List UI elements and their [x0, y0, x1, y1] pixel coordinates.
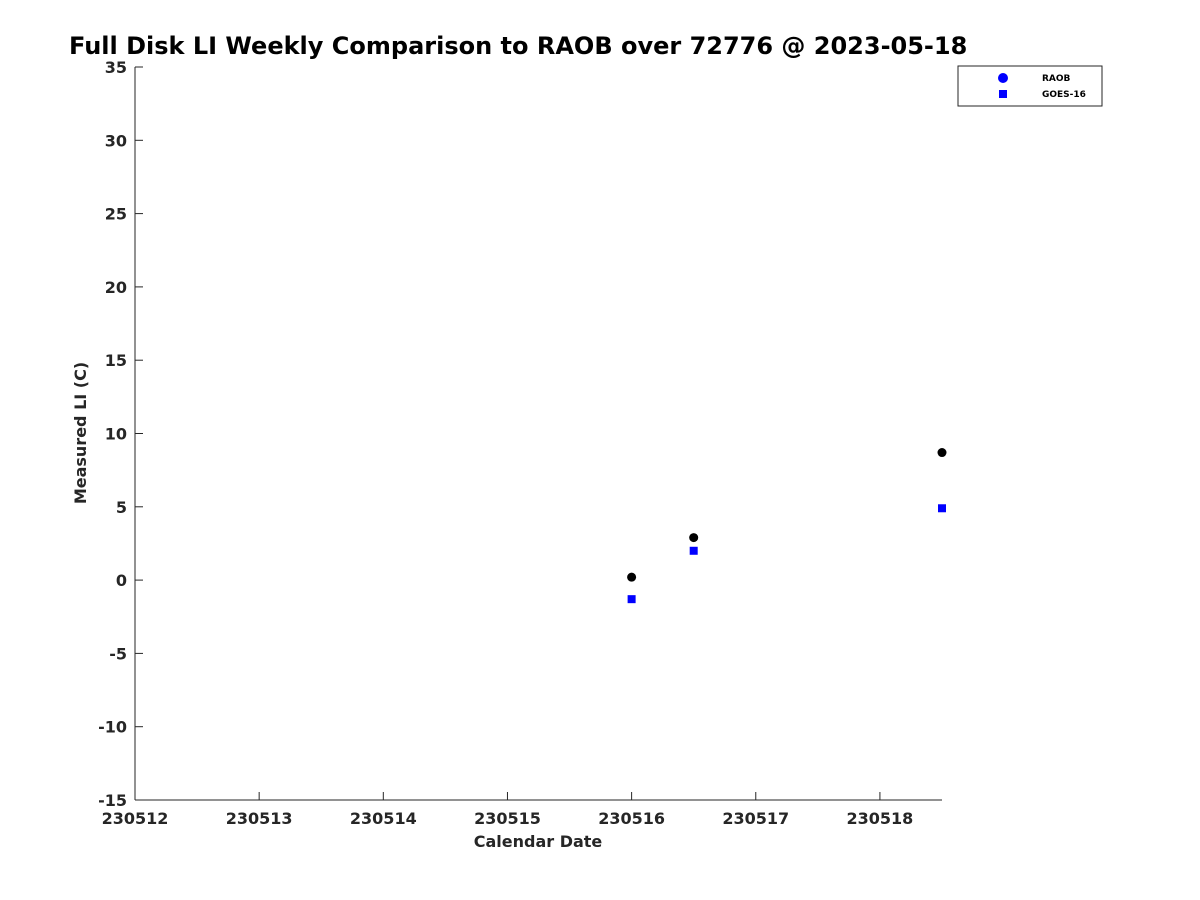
y-tick-label: 35: [105, 58, 127, 77]
y-tick-label: -10: [98, 718, 127, 737]
legend-label-raob: RAOB: [1042, 74, 1071, 84]
y-tick-label: 10: [105, 425, 127, 444]
y-tick-label: 30: [105, 131, 127, 150]
y-axis-label: Measured LI (C): [71, 362, 90, 504]
legend: RAOB GOES-16: [957, 65, 1103, 107]
point-goes16: [627, 595, 636, 604]
x-tick-label: 230514: [350, 809, 417, 828]
y-tick-label: -15: [98, 791, 127, 810]
point-raob: [937, 448, 947, 458]
data-markers: [627, 448, 947, 604]
legend-box: [957, 65, 1103, 107]
legend-label-goes16: GOES-16: [1042, 90, 1086, 100]
x-tick-label: 230518: [847, 809, 914, 828]
x-tick-label: 230516: [598, 809, 665, 828]
plot-area: [134, 67, 942, 801]
point-goes16: [689, 546, 698, 555]
point-raob: [627, 572, 637, 582]
y-tick-label: 0: [116, 571, 127, 590]
x-tick-label: 230517: [722, 809, 789, 828]
x-tick-label: 230512: [102, 809, 169, 828]
chart-title: Full Disk LI Weekly Comparison to RAOB o…: [69, 32, 967, 60]
y-axis-ticks: 35 30 25 20 15 10 5 0 -5 -10 -15: [98, 58, 143, 810]
y-tick-label: 25: [105, 205, 127, 224]
y-tick-label: 15: [105, 351, 127, 370]
y-tick-label: -5: [109, 644, 127, 663]
x-tick-label: 230513: [226, 809, 293, 828]
x-axis-ticks: 230512 230513 230514 230515 230516 230517 2305…: [102, 792, 914, 828]
x-tick-label: 230515: [474, 809, 541, 828]
point-raob: [689, 533, 699, 543]
legend-marker-goes16: [999, 90, 1007, 98]
y-tick-label: 20: [105, 278, 127, 297]
legend-marker-raob: [998, 73, 1008, 83]
x-axis-label: Calendar Date: [474, 832, 603, 851]
y-tick-label: 5: [116, 498, 127, 517]
point-goes16: [938, 504, 946, 513]
